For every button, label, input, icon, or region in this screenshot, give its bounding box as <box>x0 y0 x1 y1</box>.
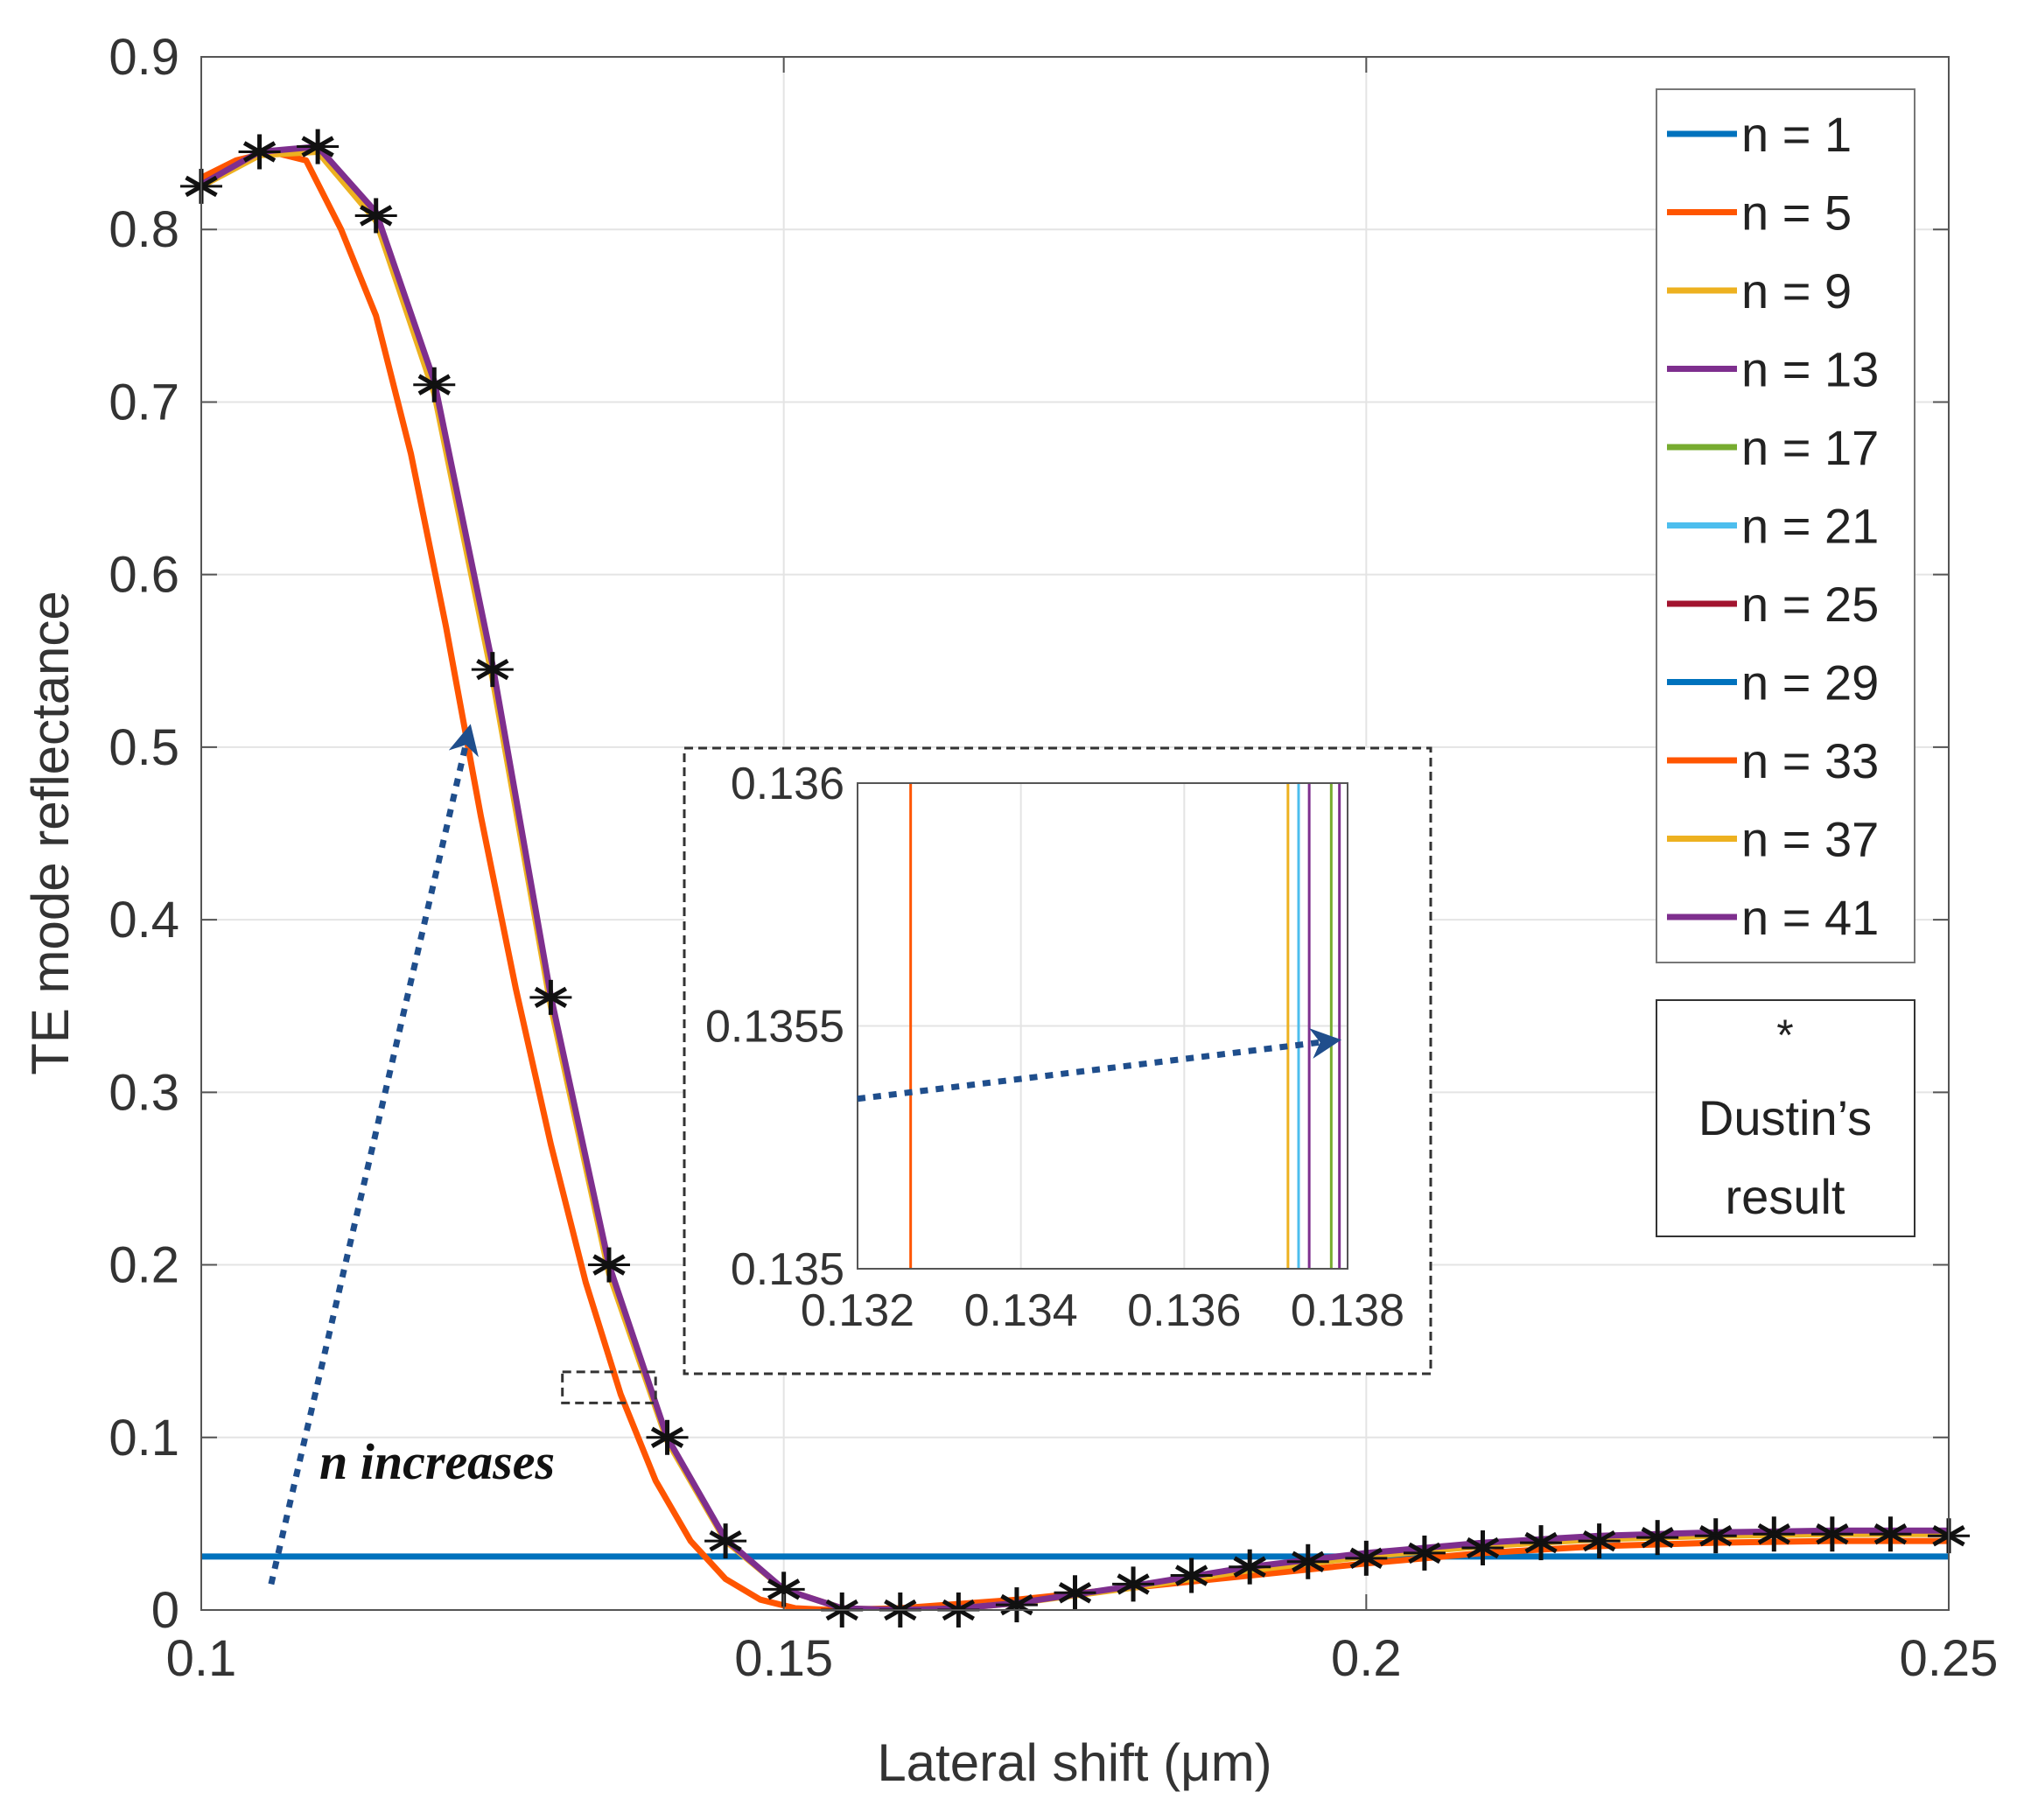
reference-marker <box>471 652 514 688</box>
legend-item: n = 41 <box>1667 890 1879 945</box>
y-tick-label: 0.7 <box>109 374 179 430</box>
reference-marker <box>587 1247 630 1283</box>
n-increases-arrow <box>268 724 479 1586</box>
legend-label: n = 9 <box>1741 263 1852 318</box>
inset-y-tick-label: 0.136 <box>731 759 844 809</box>
y-tick-label: 0.1 <box>109 1410 179 1466</box>
y-tick-label: 0.3 <box>109 1064 179 1121</box>
reference-marker <box>1810 1516 1853 1552</box>
legend-item: n = 17 <box>1667 420 1879 475</box>
axis-ticks: 0.1 0.15 0.2 0.2500.10.20.30.40.50.60.70.80… <box>109 29 1998 1687</box>
plot-frame <box>200 56 1950 1611</box>
inset-y-tick-label: 0.1355 <box>705 1002 844 1053</box>
reference-marker <box>704 1523 747 1559</box>
reference-legend-line-1: Dustin’s <box>1698 1090 1872 1145</box>
legend-item: n = 29 <box>1667 655 1879 710</box>
reference-legend-marker: * <box>1776 1011 1793 1060</box>
y-tick-label: 0.2 <box>109 1237 179 1294</box>
legend-label: n = 37 <box>1741 812 1879 867</box>
reference-marker <box>1636 1520 1679 1556</box>
reference-marker <box>297 129 340 164</box>
inset-x-tick-label: 0.132 <box>801 1285 914 1336</box>
legend-item: n = 37 <box>1667 812 1879 867</box>
inset-shift-arrow <box>857 1028 1341 1102</box>
x-tick-label: 0.1 <box>166 1630 237 1687</box>
reference-marker <box>1286 1544 1329 1579</box>
inset-x-tick-label: 0.138 <box>1291 1285 1404 1336</box>
inset-plot-frame <box>857 782 1348 1270</box>
reference-marker <box>1461 1530 1504 1565</box>
legend-label: n = 33 <box>1741 733 1879 788</box>
legend-label: n = 13 <box>1741 342 1879 397</box>
legend-item: n = 25 <box>1667 577 1879 632</box>
reference-legend-line-2: result <box>1726 1169 1845 1224</box>
y-tick-label: 0.9 <box>109 29 179 86</box>
legend-item: n = 21 <box>1667 499 1879 554</box>
y-tick-label: 0 <box>151 1582 179 1639</box>
inset-y-tick-label: 0.135 <box>731 1244 844 1295</box>
legend-label: n = 17 <box>1741 420 1879 475</box>
inset-x-tick-label: 0.134 <box>964 1285 1078 1336</box>
legend-item: n = 33 <box>1667 733 1879 788</box>
x-tick-label: 0.2 <box>1331 1630 1402 1687</box>
reference-marker <box>1520 1525 1563 1561</box>
reference-marker <box>646 1419 689 1455</box>
x-tick-label: 0.15 <box>734 1630 833 1687</box>
n-increases-label: n increases <box>319 1433 555 1490</box>
legend-label: n = 21 <box>1741 499 1879 554</box>
legend-label: n = 5 <box>1741 186 1852 241</box>
legend-item: n = 1 <box>1667 107 1852 162</box>
legend-label: n = 29 <box>1741 655 1879 710</box>
legend-label: n = 41 <box>1741 890 1879 945</box>
reference-marker <box>1753 1516 1796 1552</box>
legend-label: n = 25 <box>1741 577 1879 632</box>
inset-zoom-plot: 0.132 0.134 0.136 0.138 0.135 0.1355 0.136 <box>705 759 1404 1336</box>
x-tick-label: 0.25 <box>1900 1630 1999 1687</box>
reference-marker <box>1578 1523 1621 1559</box>
legend-item: n = 5 <box>1667 186 1852 241</box>
y-tick-label: 0.6 <box>109 547 179 604</box>
reference-marker <box>1694 1518 1737 1554</box>
reference-marker <box>1170 1558 1213 1593</box>
reference-marker <box>1403 1535 1446 1571</box>
legend-item: n = 9 <box>1667 263 1852 318</box>
legend-item: n = 13 <box>1667 342 1879 397</box>
y-tick-label: 0.4 <box>109 892 179 948</box>
reference-marker <box>1345 1540 1388 1576</box>
legend: n = 1 n = 5 n = 9 n = 13 n = 17 n = 21 n = 25 n… <box>1667 107 1879 945</box>
y-tick-label: 0.8 <box>109 201 179 258</box>
legend-label: n = 1 <box>1741 107 1852 162</box>
reference-marker <box>1869 1516 1912 1552</box>
inset-x-tick-label: 0.136 <box>1127 1285 1241 1336</box>
y-axis-title: TE mode reflectance <box>21 591 80 1075</box>
y-tick-label: 0.5 <box>109 719 179 776</box>
reference-marker <box>238 134 281 170</box>
series-line-n=5 <box>201 149 1949 1610</box>
reference-marker <box>354 198 397 234</box>
reference-marker <box>1112 1566 1155 1602</box>
reference-marker <box>413 367 456 402</box>
reference-marker <box>1054 1575 1096 1611</box>
x-axis-title: Lateral shift (μm) <box>877 1733 1271 1792</box>
reference-marker <box>529 979 572 1015</box>
reference-legend-box <box>1656 999 1915 1237</box>
zoom-region-box <box>561 1370 657 1404</box>
reference-marker <box>1229 1549 1271 1585</box>
